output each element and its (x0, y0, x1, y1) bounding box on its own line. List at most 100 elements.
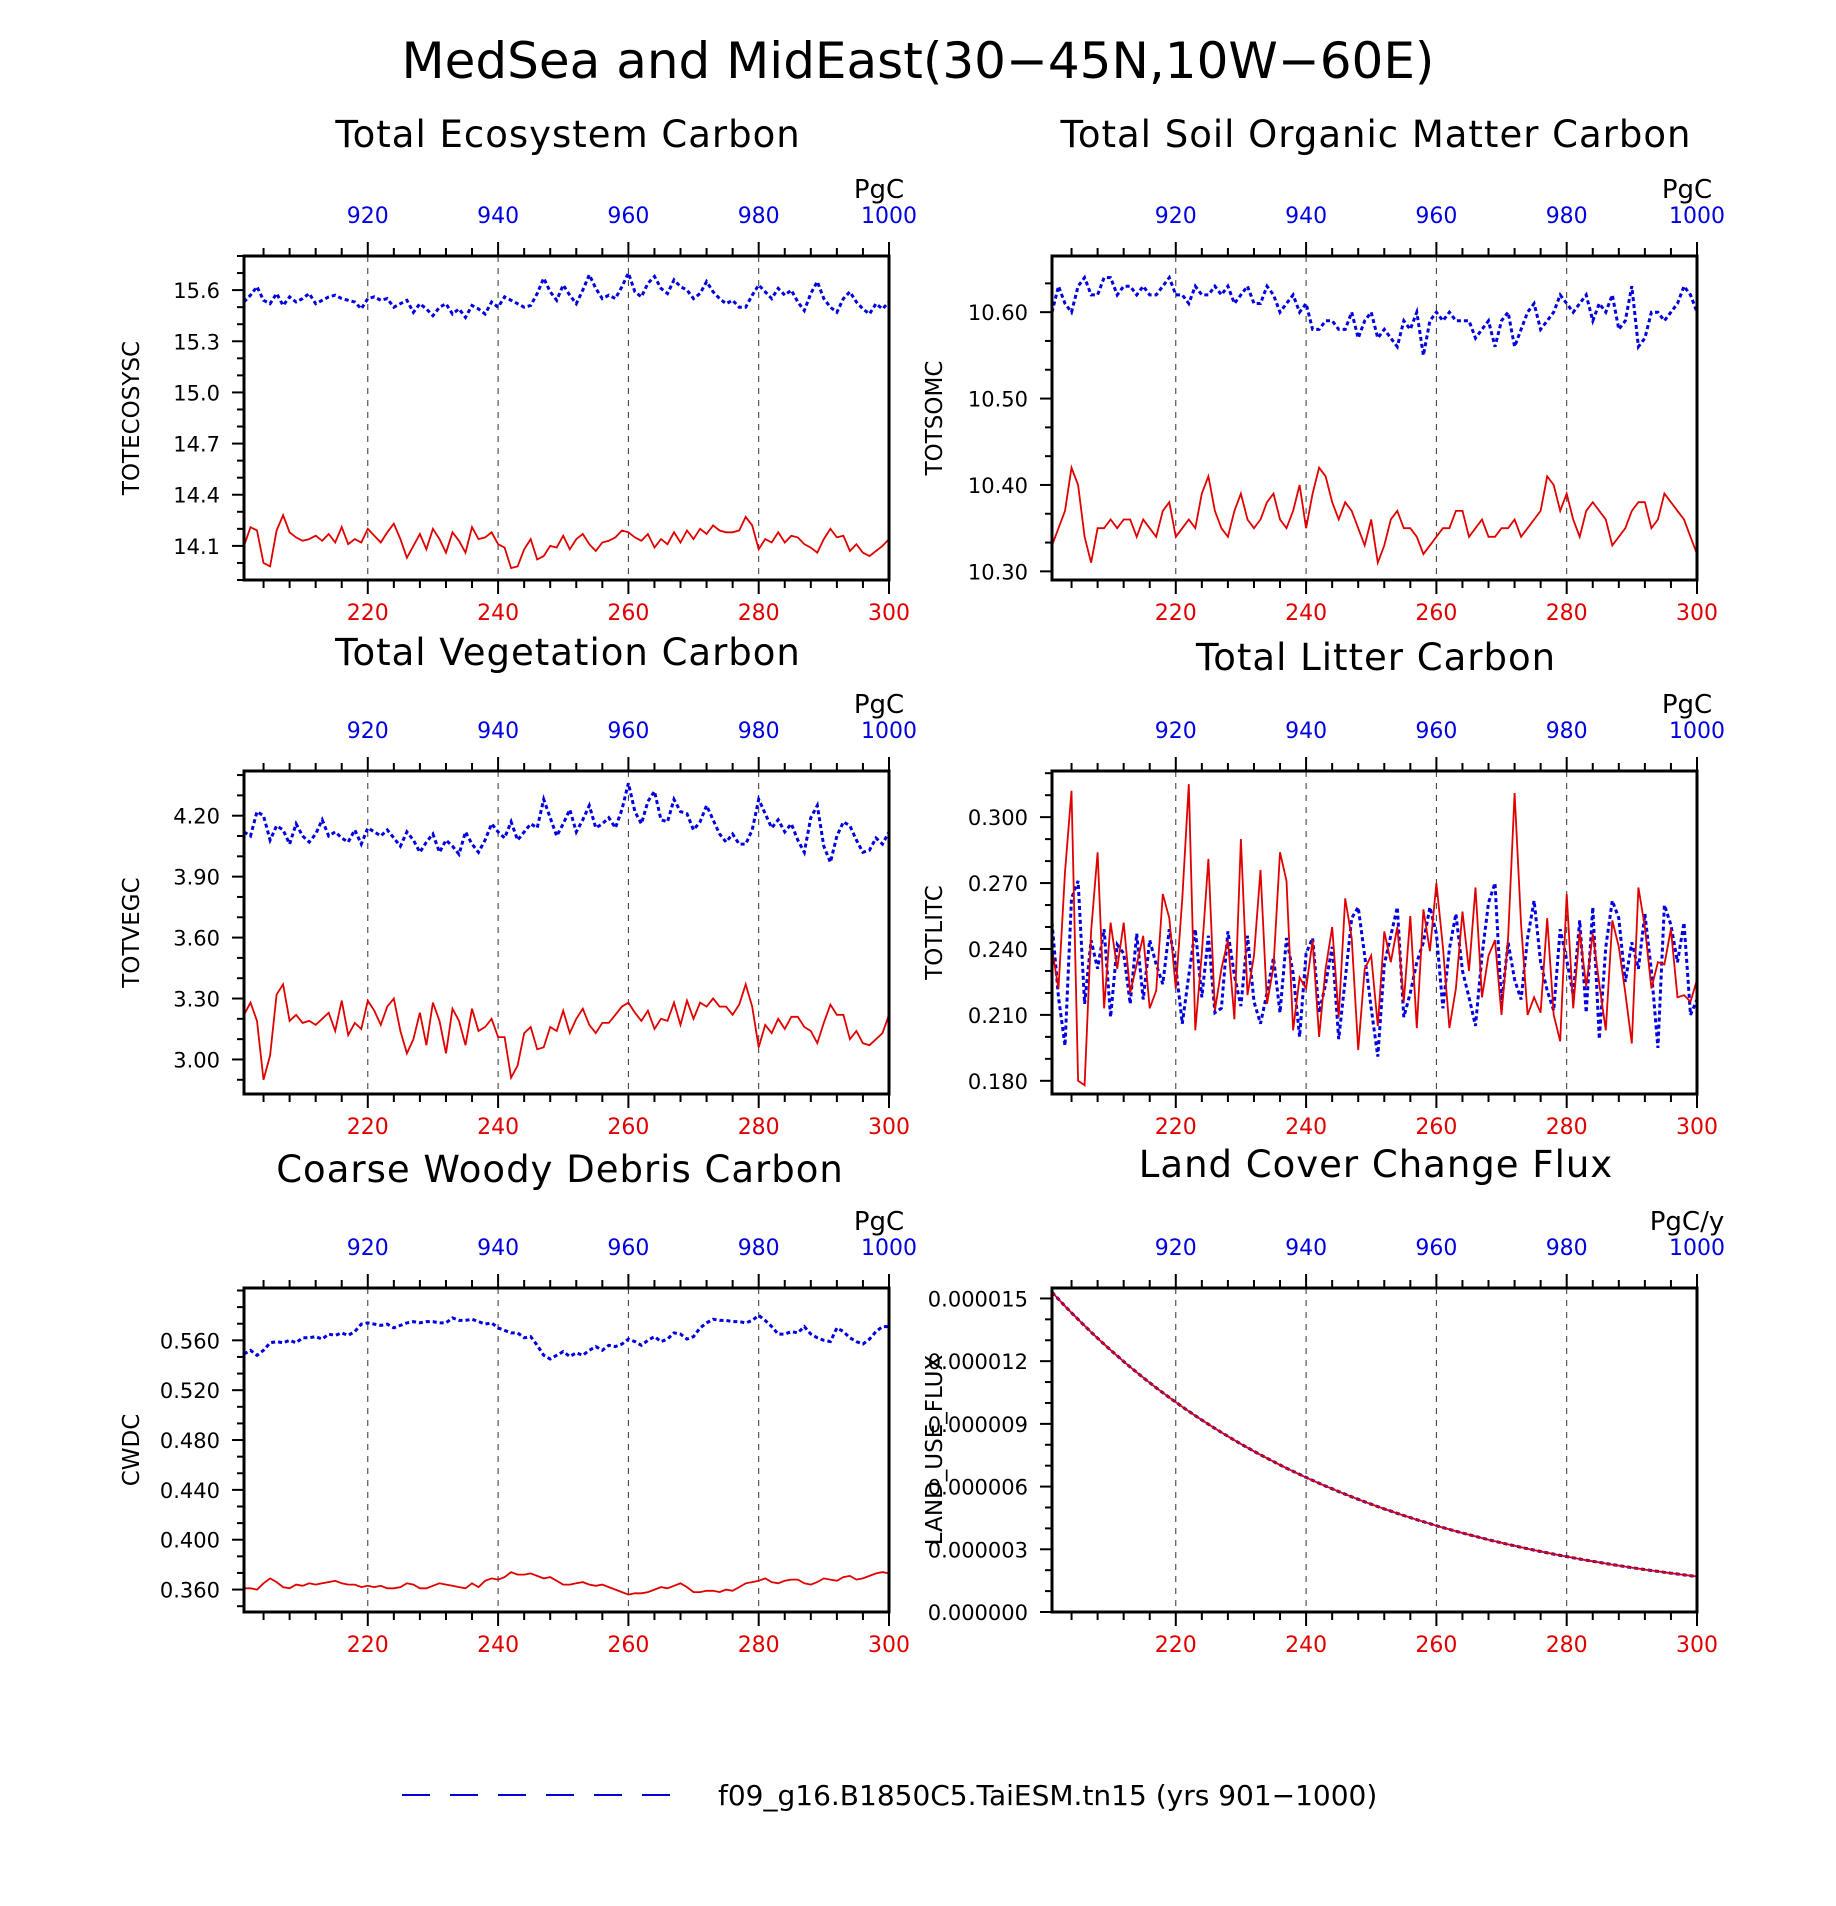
y-tick-label: 3.60 (173, 927, 220, 951)
x-tick-label: 300 (868, 1633, 910, 1658)
y-tick-label: 3.30 (173, 988, 220, 1012)
x-tick-label: 300 (1676, 1115, 1718, 1140)
x-tick-label: 240 (1285, 1115, 1327, 1140)
y-tick-label: 0.300 (968, 806, 1028, 830)
series-line-blue (244, 269, 889, 321)
unit-label: PgC (854, 690, 904, 720)
x-top-tick-label: 940 (477, 1236, 519, 1261)
unit-label: PgC (1662, 690, 1712, 720)
x-tick-label: 280 (738, 601, 780, 626)
plot-frame (1050, 1286, 1699, 1614)
y-tick-label: 3.00 (173, 1048, 220, 1072)
series-line-blue (244, 1313, 889, 1361)
y-axis-label: CWDC (119, 1414, 145, 1487)
x-top-tick-label: 1000 (1669, 1236, 1725, 1261)
y-axis-label: LAND_USE_FLUX (922, 1355, 948, 1546)
plot-frame (1050, 769, 1699, 1096)
y-tick-label: 10.40 (968, 474, 1028, 498)
panel-4: Total Litter Carbon PgC 220 240 260 280 300 920… (922, 636, 1725, 1140)
x-tick-label: 260 (607, 1633, 649, 1658)
x-tick-label: 300 (868, 601, 910, 626)
x-tick-label: 280 (1546, 601, 1588, 626)
x-top-tick-label: 940 (1285, 719, 1327, 744)
y-tick-label: 15.3 (173, 330, 220, 354)
x-tick-label: 240 (1285, 1633, 1327, 1658)
x-tick-label: 280 (738, 1633, 780, 1658)
x-tick-label: 260 (607, 601, 649, 626)
y-tick-label: 0.400 (160, 1529, 220, 1553)
x-top-tick-label: 980 (738, 1236, 780, 1261)
x-tick-label: 260 (1415, 1633, 1457, 1658)
y-axis-label: TOTECOSYSC (119, 341, 145, 496)
x-tick-label: 220 (1155, 1115, 1197, 1140)
panel-1: Total Ecosystem Carbon PgC 220 240 260 280 300… (119, 113, 917, 626)
x-top-tick-label: 980 (738, 719, 780, 744)
x-top-tick-label: 940 (1285, 204, 1327, 229)
x-top-tick-label: 960 (607, 719, 649, 744)
x-top-tick-label: 1000 (861, 1236, 917, 1261)
y-tick-label: 3.90 (173, 866, 220, 890)
panels: Total Ecosystem Carbon PgC 220 240 260 280 300… (119, 113, 1725, 1658)
y-tick-label: 0.520 (160, 1379, 220, 1403)
x-tick-label: 220 (347, 1115, 389, 1140)
unit-label: PgC (1662, 175, 1712, 205)
y-tick-label: 0.210 (968, 1004, 1028, 1028)
x-top-tick-label: 920 (347, 1236, 389, 1261)
y-tick-label: 0.360 (160, 1579, 220, 1603)
x-tick-label: 300 (1676, 601, 1718, 626)
panel-title: Land Cover Change Flux (1139, 1143, 1613, 1186)
series-line-blue (1052, 274, 1697, 356)
x-top-tick-label: 960 (607, 1236, 649, 1261)
x-top-tick-label: 920 (347, 204, 389, 229)
y-axis-label: TOTSOMC (922, 361, 948, 477)
legend-item: f09_g16.B1850C5.TaiESM.tn15 (yrs 901−100… (402, 1779, 1377, 1812)
x-tick-label: 300 (868, 1115, 910, 1140)
series-line-blue (244, 782, 889, 868)
x-tick-label: 260 (607, 1115, 649, 1140)
x-top-tick-label: 960 (1415, 719, 1457, 744)
panel-6: Land Cover Change Flux PgC/y 220 240 260 280 3… (922, 1143, 1725, 1658)
plot-frame (242, 1286, 891, 1614)
series-line-red (244, 1571, 889, 1596)
unit-label: PgC (854, 175, 904, 205)
y-tick-label: 0.180 (968, 1070, 1028, 1094)
y-tick-label: 0.440 (160, 1479, 220, 1503)
y-tick-label: 0.000012 (928, 1350, 1028, 1374)
x-top-tick-label: 980 (738, 204, 780, 229)
x-tick-label: 220 (347, 1633, 389, 1658)
x-tick-label: 220 (347, 601, 389, 626)
x-top-tick-label: 1000 (861, 204, 917, 229)
x-tick-label: 240 (477, 601, 519, 626)
x-top-tick-label: 1000 (1669, 719, 1725, 744)
panel-title: Total Soil Organic Matter Carbon (1060, 113, 1692, 156)
plot-frame (242, 254, 891, 582)
panel-2: Total Soil Organic Matter Carbon PgC 220 24… (922, 113, 1725, 626)
x-top-tick-label: 1000 (861, 719, 917, 744)
x-top-tick-label: 1000 (1669, 204, 1725, 229)
x-tick-label: 240 (1285, 601, 1327, 626)
plot-frame (242, 769, 891, 1096)
unit-label: PgC (854, 1207, 904, 1237)
y-tick-label: 4.20 (173, 805, 220, 829)
x-top-tick-label: 980 (1546, 204, 1588, 229)
y-tick-label: 14.1 (173, 535, 220, 559)
panel-title: Total Litter Carbon (1195, 636, 1556, 679)
y-tick-label: 10.30 (968, 560, 1028, 584)
panel-title: Total Vegetation Carbon (334, 631, 801, 674)
x-top-tick-label: 940 (477, 204, 519, 229)
y-tick-label: 15.6 (173, 279, 220, 303)
y-tick-label: 0.000003 (928, 1538, 1028, 1562)
x-top-tick-label: 940 (1285, 1236, 1327, 1261)
x-top-tick-label: 960 (1415, 204, 1457, 229)
x-top-tick-label: 920 (1155, 204, 1197, 229)
x-tick-label: 240 (477, 1115, 519, 1140)
panel-5: Coarse Woody Debris Carbon PgC 220 240 260 28… (119, 1148, 917, 1658)
series-line-red (1052, 1291, 1697, 1578)
y-axis-label: TOTVEGC (119, 877, 145, 988)
y-axis-label: TOTLITC (922, 885, 948, 981)
y-tick-label: 0.480 (160, 1429, 220, 1453)
y-tick-label: 15.0 (173, 381, 220, 405)
y-tick-label: 10.60 (968, 301, 1028, 325)
x-top-tick-label: 920 (1155, 1236, 1197, 1261)
